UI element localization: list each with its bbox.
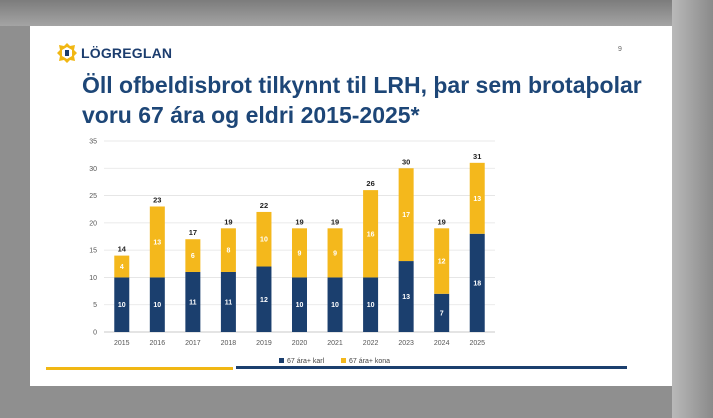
segment-label: 9	[333, 250, 337, 257]
legend-swatch	[341, 358, 346, 363]
total-label: 19	[331, 217, 339, 226]
total-label: 14	[118, 245, 127, 254]
segment-label: 12	[438, 259, 446, 266]
y-tick-label: 15	[89, 248, 97, 255]
segment-label: 10	[331, 302, 339, 309]
segment-label: 13	[473, 196, 481, 203]
x-tick-label: 2023	[398, 340, 414, 347]
segment-label: 4	[120, 264, 124, 271]
bar-segment	[292, 277, 307, 332]
bar-segment	[398, 261, 414, 332]
bar-segment	[220, 228, 236, 272]
segment-label: 11	[189, 299, 197, 306]
total-label: 19	[438, 217, 446, 226]
bar-segment	[327, 277, 343, 332]
logo-text: LÖGREGLAN	[81, 45, 173, 61]
segment-label: 16	[367, 231, 375, 238]
page-title: Öll ofbeldisbrot tilkynnt til LRH, þar s…	[82, 72, 642, 128]
segment-label: 17	[402, 212, 410, 219]
x-tick-label: 2019	[256, 340, 272, 347]
segment-label: 10	[367, 302, 375, 309]
y-tick-label: 0	[93, 330, 97, 337]
x-tick-label: 2018	[221, 340, 237, 347]
bar-segment	[434, 293, 450, 332]
x-tick-label: 2016	[150, 340, 166, 347]
footer-gold-line	[46, 367, 233, 370]
bar-segment	[149, 277, 165, 332]
segment-label: 10	[153, 302, 161, 309]
bar-segment	[220, 271, 236, 332]
bar-segment	[292, 228, 307, 278]
bar-segment	[434, 228, 450, 294]
y-tick-label: 5	[93, 302, 97, 309]
x-tick-label: 2024	[434, 340, 450, 347]
bar-segment	[256, 211, 272, 267]
bar-segment	[114, 255, 130, 278]
total-label: 31	[473, 152, 481, 161]
total-label: 30	[402, 157, 410, 166]
slide: LÖGREGLAN 9 Öll ofbeldisbrot tilkynnt ti…	[30, 26, 672, 386]
legend-swatch	[279, 358, 284, 363]
bar-segment	[363, 190, 379, 278]
x-tick-label: 2015	[114, 340, 130, 347]
total-label: 19	[224, 217, 232, 226]
segment-label: 7	[440, 310, 444, 317]
bar-segment	[363, 277, 379, 332]
y-tick-label: 30	[89, 166, 97, 173]
y-tick-label: 10	[89, 275, 97, 282]
segment-label: 11	[225, 299, 233, 306]
footer-navy-line	[236, 366, 627, 369]
bar-segment	[327, 228, 343, 278]
bar-segment	[185, 239, 201, 272]
legend-label: 67 ára+ kona	[349, 358, 390, 365]
police-badge-icon	[57, 43, 77, 63]
total-label: 22	[260, 201, 268, 210]
y-tick-label: 25	[89, 193, 97, 200]
legend-label: 67 ára+ karl	[287, 358, 325, 365]
x-tick-label: 2021	[327, 340, 343, 347]
y-tick-label: 20	[89, 220, 97, 227]
bar-segment	[469, 233, 485, 332]
bar-segment	[149, 206, 165, 278]
segment-label: 8	[226, 248, 230, 255]
segment-label: 13	[153, 239, 161, 246]
segment-label: 10	[260, 237, 268, 244]
segment-label: 10	[118, 302, 126, 309]
bar-segment	[256, 266, 272, 332]
y-tick-label: 35	[89, 139, 97, 146]
x-tick-label: 2022	[363, 340, 379, 347]
segment-label: 10	[296, 302, 304, 309]
x-tick-label: 2017	[185, 340, 201, 347]
bar-segment	[398, 168, 414, 262]
segment-label: 18	[473, 280, 481, 287]
total-label: 19	[295, 217, 303, 226]
x-tick-label: 2020	[292, 340, 308, 347]
logo: LÖGREGLAN	[56, 42, 172, 66]
x-tick-label: 2025	[469, 340, 485, 347]
segment-label: 6	[191, 253, 195, 260]
total-label: 26	[366, 179, 374, 188]
bar-segment	[469, 162, 485, 234]
segment-label: 9	[298, 250, 302, 257]
total-label: 23	[153, 195, 161, 204]
stacked-bar-chart: 0510152025303510414201510132320161161720…	[89, 139, 495, 365]
backdrop	[0, 0, 713, 26]
backdrop-edge	[672, 0, 713, 418]
segment-label: 13	[402, 294, 410, 301]
segment-label: 12	[260, 297, 268, 304]
bar-segment	[185, 271, 201, 332]
total-label: 17	[189, 228, 197, 237]
bar-segment	[114, 277, 130, 332]
page-number: 9	[618, 46, 622, 53]
